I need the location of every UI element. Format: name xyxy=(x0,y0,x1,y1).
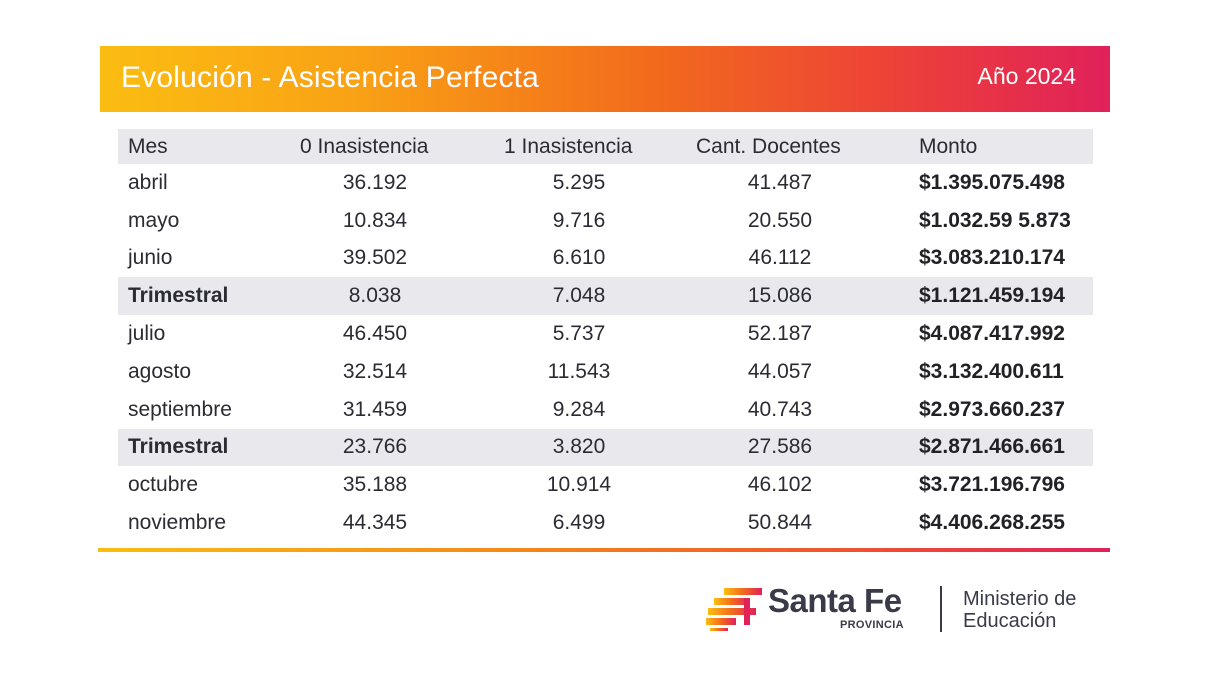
table-row-trimestral: Trimestral 23.766 3.820 27.586 $2.871.466.66… xyxy=(118,428,1093,467)
cell-monto: $1.032.59 5.873 xyxy=(919,208,1071,232)
cell-cant-docentes: 46.102 xyxy=(747,473,813,497)
cell-monto: $1.121.459.194 xyxy=(919,284,1065,308)
year-label: Año 2024 xyxy=(977,63,1076,89)
cell-monto: $3.083.210.174 xyxy=(919,246,1065,270)
cell-mes: octubre xyxy=(128,473,199,497)
cell-1-inasistencia: 11.543 xyxy=(547,359,611,383)
cell-cant-docentes: 44.057 xyxy=(747,359,813,383)
cell-monto: $4.087.417.992 xyxy=(919,322,1065,346)
column-header-monto: Monto xyxy=(919,134,978,158)
cell-mes: abril xyxy=(128,170,168,194)
cell-0-inasistencia: 10.834 xyxy=(342,208,408,232)
cell-0-inasistencia: 23.766 xyxy=(342,435,408,459)
cell-1-inasistencia: 5.737 xyxy=(552,322,606,346)
cell-0-inasistencia: 31.459 xyxy=(342,397,408,421)
table-row: agosto 32.514 11.543 44.057 $3.132.400.611 xyxy=(118,353,1093,391)
cell-monto: $2.871.466.661 xyxy=(919,435,1065,459)
table-row: septiembre 31.459 9.284 40.743 $2.973.660.23… xyxy=(118,391,1093,429)
cell-monto: $3.132.400.611 xyxy=(919,359,1064,383)
cell-1-inasistencia: 9.284 xyxy=(552,397,606,421)
cell-1-inasistencia: 6.610 xyxy=(552,246,606,270)
table-row: abril 36.192 5.295 41.487 $1.395.075.498 xyxy=(118,164,1093,202)
cell-mes: Trimestral xyxy=(128,435,229,459)
cell-mes: agosto xyxy=(128,359,192,383)
column-header-mes: Mes xyxy=(128,134,168,158)
ministry-line-2: Educación xyxy=(963,610,1057,632)
cell-1-inasistencia: 7.048 xyxy=(552,284,606,308)
cell-0-inasistencia: 46.450 xyxy=(342,322,408,346)
cell-1-inasistencia: 5.295 xyxy=(552,170,606,194)
cell-mes: septiembre xyxy=(128,397,232,421)
table-row: octubre 35.188 10.914 46.102 $3.721.196.796 xyxy=(118,466,1093,504)
cell-cant-docentes: 46.112 xyxy=(748,246,812,270)
cell-mes: junio xyxy=(128,246,173,270)
santa-fe-logo: Santa Fe PROVINCIA Ministerio de Educaci… xyxy=(704,582,1104,634)
cell-cant-docentes: 50.844 xyxy=(747,511,813,535)
cell-cant-docentes: 20.550 xyxy=(747,208,813,232)
cell-cant-docentes: 15.086 xyxy=(747,284,813,308)
cell-mes: Trimestral xyxy=(128,284,229,308)
cell-mes: noviembre xyxy=(128,511,227,535)
column-header-1-inasistencia: 1 Inasistencia xyxy=(504,134,633,158)
table-row: junio 39.502 6.610 46.112 $3.083.210.174 xyxy=(118,240,1093,278)
page-title: Evolución - Asistencia Perfecta xyxy=(121,61,540,94)
logo-divider xyxy=(940,586,942,632)
logo-name: Santa Fe xyxy=(768,582,902,619)
attendance-table: Mes 0 Inasistencia 1 Inasistencia Cant. … xyxy=(118,129,1093,542)
cell-0-inasistencia: 8.038 xyxy=(348,284,402,308)
cell-1-inasistencia: 3.820 xyxy=(552,435,606,459)
cell-mes: julio xyxy=(128,322,166,346)
cell-1-inasistencia: 10.914 xyxy=(546,473,612,497)
logo-subtitle: PROVINCIA xyxy=(840,619,904,631)
cell-0-inasistencia: 35.188 xyxy=(342,473,408,497)
cell-monto: $2.973.660.237 xyxy=(919,397,1065,421)
cell-monto: $4.406.268.255 xyxy=(919,511,1065,535)
cell-0-inasistencia: 39.502 xyxy=(342,246,408,270)
cell-cant-docentes: 41.487 xyxy=(747,170,813,194)
cell-monto: $1.395.075.498 xyxy=(919,170,1065,194)
cell-0-inasistencia: 44.345 xyxy=(342,511,408,535)
cell-0-inasistencia: 32.514 xyxy=(342,359,408,383)
bottom-divider xyxy=(98,548,1110,552)
table-row: julio 46.450 5.737 52.187 $4.087.417.992 xyxy=(118,315,1093,353)
santa-fe-logo-mark-icon xyxy=(706,588,762,631)
table-row: noviembre 44.345 6.499 50.844 $4.406.268.255 xyxy=(118,504,1093,542)
cell-1-inasistencia: 9.716 xyxy=(552,208,606,232)
header-banner: Evolución - Asistencia Perfecta Año 2024 xyxy=(100,46,1110,112)
cell-cant-docentes: 52.187 xyxy=(747,322,813,346)
ministry-name: Ministerio de Educación xyxy=(963,588,1076,632)
table-row-trimestral: Trimestral 8.038 7.048 15.086 $1.121.459.194 xyxy=(118,277,1093,316)
column-header-cant-docentes: Cant. Docentes xyxy=(696,134,841,158)
cell-monto: $3.721.196.796 xyxy=(919,473,1065,497)
table-header-row: Mes 0 Inasistencia 1 Inasistencia Cant. … xyxy=(118,129,1093,164)
cell-1-inasistencia: 6.499 xyxy=(552,511,606,535)
cell-cant-docentes: 27.586 xyxy=(747,435,813,459)
cell-mes: mayo xyxy=(128,208,180,232)
table-body: abril 36.192 5.295 41.487 $1.395.075.498 mayo… xyxy=(118,164,1093,542)
ministry-line-1: Ministerio de xyxy=(963,588,1077,610)
table-row: mayo 10.834 9.716 20.550 $1.032.59 5.873 xyxy=(118,202,1093,240)
cell-cant-docentes: 40.743 xyxy=(747,397,813,421)
cell-0-inasistencia: 36.192 xyxy=(342,170,408,194)
column-header-0-inasistencia: 0 Inasistencia xyxy=(300,134,429,158)
